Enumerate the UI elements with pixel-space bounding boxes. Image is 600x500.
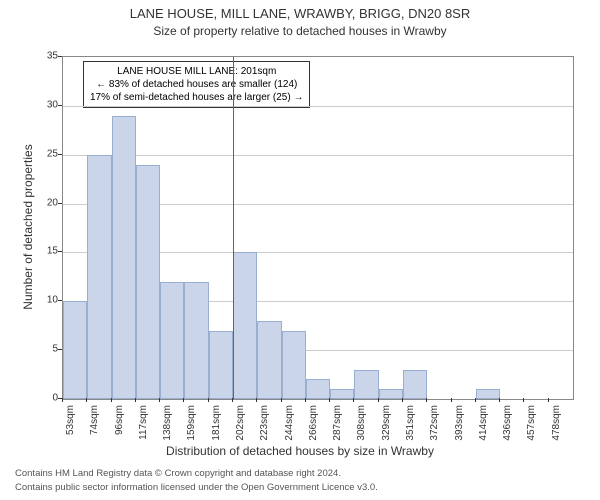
annotation-box: LANE HOUSE MILL LANE: 201sqm ← 83% of de… — [83, 61, 310, 108]
x-tick-label: 223sqm — [259, 405, 270, 441]
histogram-bar — [354, 370, 378, 399]
x-tick-mark — [232, 398, 233, 402]
y-tick-label: 30 — [47, 99, 58, 110]
x-tick-mark — [451, 398, 452, 402]
annotation-line1: LANE HOUSE MILL LANE: 201sqm — [90, 65, 303, 78]
y-tick-mark — [58, 56, 62, 57]
copyright-line1: Contains HM Land Registry data © Crown c… — [15, 468, 341, 479]
x-tick-label: 372sqm — [429, 405, 440, 441]
x-tick-label: 202sqm — [235, 405, 246, 441]
histogram-bar — [379, 389, 403, 399]
y-tick-mark — [58, 349, 62, 350]
x-tick-mark — [281, 398, 282, 402]
x-tick-label: 266sqm — [308, 405, 319, 441]
y-tick-mark — [58, 300, 62, 301]
x-tick-label: 436sqm — [502, 405, 513, 441]
x-tick-mark — [305, 398, 306, 402]
x-tick-label: 138sqm — [162, 405, 173, 441]
histogram-bar — [87, 155, 111, 399]
histogram-bar — [209, 331, 233, 399]
x-tick-mark — [86, 398, 87, 402]
x-tick-mark — [426, 398, 427, 402]
x-tick-mark — [183, 398, 184, 402]
x-tick-label: 457sqm — [526, 405, 537, 441]
x-tick-mark — [208, 398, 209, 402]
annotation-line2: ← 83% of detached houses are smaller (12… — [90, 78, 303, 91]
x-tick-label: 308sqm — [356, 405, 367, 441]
histogram-bar — [282, 331, 306, 399]
y-tick-mark — [58, 154, 62, 155]
histogram-bar — [257, 321, 281, 399]
x-tick-mark — [499, 398, 500, 402]
chart-title: LANE HOUSE, MILL LANE, WRAWBY, BRIGG, DN… — [0, 6, 600, 21]
histogram-bar — [112, 116, 136, 399]
x-tick-label: 96sqm — [114, 405, 125, 435]
y-tick-label: 35 — [47, 51, 58, 62]
histogram-bar — [63, 301, 87, 399]
x-tick-mark — [329, 398, 330, 402]
y-tick-label: 25 — [47, 148, 58, 159]
chart-container: LANE HOUSE, MILL LANE, WRAWBY, BRIGG, DN… — [0, 0, 600, 500]
x-tick-label: 53sqm — [65, 405, 76, 435]
y-tick-label: 20 — [47, 197, 58, 208]
chart-subtitle: Size of property relative to detached ho… — [0, 24, 600, 38]
x-tick-mark — [475, 398, 476, 402]
x-tick-mark — [523, 398, 524, 402]
y-tick-label: 10 — [47, 295, 58, 306]
x-tick-mark — [378, 398, 379, 402]
histogram-bar — [160, 282, 184, 399]
histogram-bar — [306, 379, 330, 399]
copyright-line2: Contains public sector information licen… — [15, 482, 378, 493]
reference-line — [233, 57, 234, 399]
histogram-bar — [233, 252, 257, 399]
x-tick-mark — [548, 398, 549, 402]
x-axis-label: Distribution of detached houses by size … — [0, 444, 600, 458]
y-axis-label: Number of detached properties — [21, 127, 35, 327]
histogram-bar — [476, 389, 500, 399]
x-tick-label: 74sqm — [89, 405, 100, 435]
histogram-bar — [136, 165, 160, 400]
x-tick-label: 329sqm — [381, 405, 392, 441]
x-tick-label: 159sqm — [186, 405, 197, 441]
x-tick-label: 244sqm — [284, 405, 295, 441]
plot-area: LANE HOUSE MILL LANE: 201sqm ← 83% of de… — [62, 56, 574, 400]
x-tick-mark — [62, 398, 63, 402]
x-tick-mark — [402, 398, 403, 402]
y-tick-label: 15 — [47, 246, 58, 257]
x-tick-label: 117sqm — [138, 405, 149, 440]
x-tick-label: 181sqm — [211, 405, 222, 441]
gridline — [63, 106, 573, 107]
y-tick-mark — [58, 105, 62, 106]
gridline — [63, 155, 573, 156]
histogram-bar — [403, 370, 427, 399]
y-tick-mark — [58, 203, 62, 204]
histogram-bar — [330, 389, 354, 399]
y-tick-mark — [58, 251, 62, 252]
x-tick-label: 287sqm — [332, 405, 343, 441]
x-tick-mark — [111, 398, 112, 402]
x-tick-mark — [256, 398, 257, 402]
x-tick-label: 351sqm — [405, 405, 416, 441]
histogram-bar — [184, 282, 208, 399]
x-tick-label: 393sqm — [454, 405, 465, 441]
annotation-line3: 17% of semi-detached houses are larger (… — [90, 91, 303, 104]
x-tick-mark — [353, 398, 354, 402]
x-tick-label: 414sqm — [478, 405, 489, 441]
x-tick-mark — [135, 398, 136, 402]
x-tick-mark — [159, 398, 160, 402]
x-tick-label: 478sqm — [551, 405, 562, 441]
